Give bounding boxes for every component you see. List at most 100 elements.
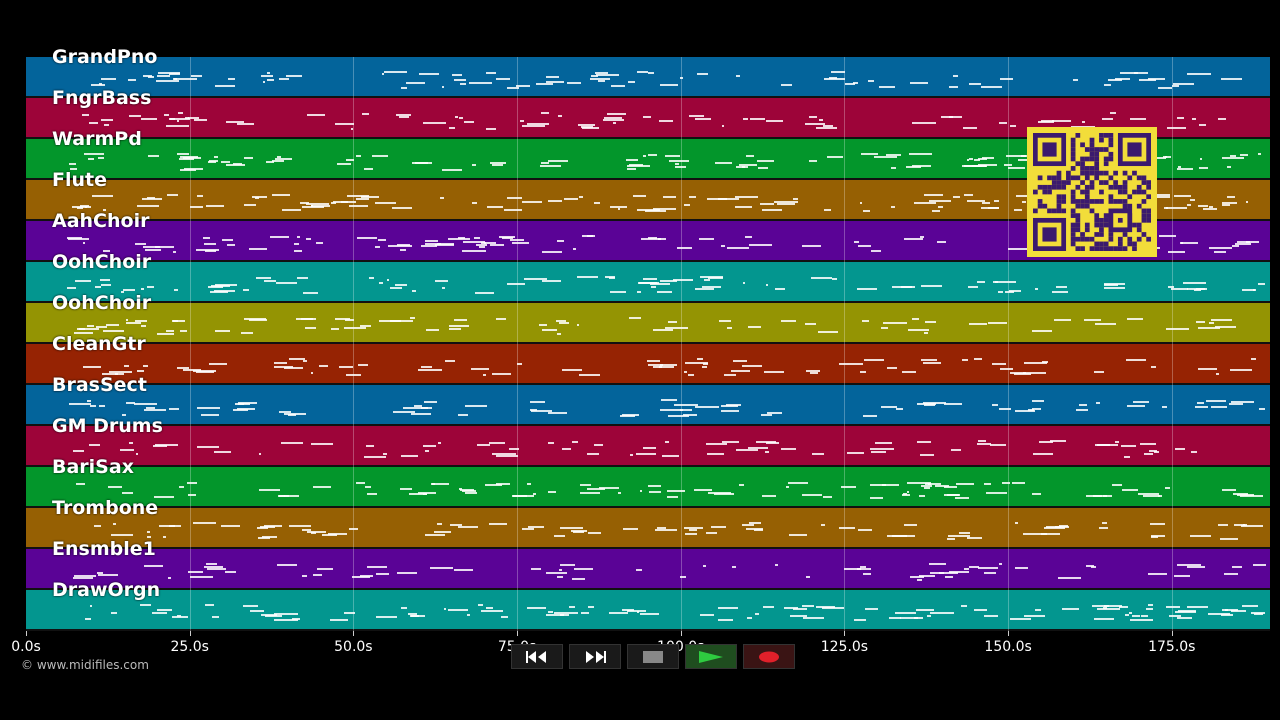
midi-note	[366, 444, 374, 447]
midi-note	[437, 243, 454, 246]
midi-note	[506, 86, 519, 89]
midi-note	[742, 364, 763, 367]
fast-forward-button[interactable]	[569, 644, 621, 669]
track-lane[interactable]	[26, 57, 1270, 97]
midi-note	[260, 613, 277, 616]
midi-note	[204, 243, 216, 246]
tick-mark	[517, 631, 519, 636]
midi-note	[97, 571, 104, 574]
tick-mark	[26, 631, 27, 636]
track-lane[interactable]	[26, 385, 1270, 425]
midi-note	[545, 81, 565, 84]
track-lane[interactable]	[26, 467, 1270, 507]
midi-note	[91, 84, 105, 87]
tick-mark	[844, 631, 846, 636]
time-gridline	[353, 57, 355, 631]
midi-note	[294, 249, 303, 252]
midi-note	[891, 166, 897, 169]
midi-note	[271, 159, 285, 162]
midi-note	[572, 530, 584, 533]
midi-note	[1189, 198, 1195, 201]
midi-note	[409, 614, 419, 617]
midi-note	[142, 246, 160, 249]
midi-note	[420, 366, 433, 369]
midi-note	[994, 200, 1000, 203]
midi-note	[553, 534, 566, 537]
midi-note	[1175, 610, 1196, 613]
midi-note	[702, 565, 707, 568]
midi-note	[1095, 322, 1117, 325]
midi-note	[156, 332, 174, 335]
midi-note	[1097, 607, 1120, 610]
midi-note	[1133, 401, 1149, 403]
midi-note	[1107, 78, 1123, 81]
midi-note	[689, 529, 698, 532]
midi-note	[88, 121, 98, 124]
midi-note	[152, 444, 168, 447]
midi-note	[458, 117, 464, 120]
midi-note	[471, 163, 477, 166]
midi-note	[818, 119, 823, 122]
midi-note	[915, 609, 935, 612]
midi-note	[1104, 282, 1126, 285]
midi-note	[1032, 453, 1054, 456]
piano-roll[interactable]: GrandPno FngrBass WarmPd Flute AahChoir OohCh…	[26, 46, 1270, 631]
midi-note	[650, 286, 656, 289]
midi-note	[581, 125, 594, 128]
midi-note	[906, 166, 921, 169]
midi-note	[638, 281, 658, 284]
midi-note	[822, 125, 834, 128]
record-button[interactable]	[743, 644, 795, 669]
rewind-icon	[526, 650, 546, 663]
midi-note	[87, 324, 94, 327]
midi-note	[969, 323, 988, 326]
midi-note	[658, 238, 667, 240]
track-lane[interactable]	[26, 508, 1270, 548]
midi-note	[1227, 195, 1236, 198]
play-button[interactable]	[685, 644, 737, 669]
midi-note	[147, 536, 152, 539]
track-lane[interactable]	[26, 426, 1270, 466]
midi-note	[1014, 373, 1032, 376]
midi-note	[476, 244, 487, 247]
midi-note	[281, 208, 302, 211]
midi-note	[587, 606, 594, 609]
midi-note	[140, 604, 151, 607]
midi-note	[76, 328, 85, 331]
midi-note	[1023, 615, 1045, 618]
midi-note	[109, 370, 133, 373]
midi-note	[125, 321, 142, 324]
midi-note	[859, 565, 867, 568]
midi-note	[1221, 613, 1233, 616]
track-lane[interactable]	[26, 303, 1270, 343]
track-label: GM Drums	[52, 415, 163, 437]
midi-note	[1191, 451, 1197, 454]
stop-button[interactable]	[627, 644, 679, 669]
track-lane[interactable]	[26, 549, 1270, 589]
midi-note	[205, 204, 224, 207]
midi-note	[922, 401, 947, 404]
qr-code-graphic	[1033, 133, 1151, 251]
midi-note	[539, 324, 547, 327]
midi-note	[420, 406, 432, 409]
midi-note	[870, 451, 887, 454]
track-label: OohChoir	[52, 251, 152, 273]
midi-note	[504, 208, 523, 211]
midi-note	[824, 78, 845, 81]
midi-note	[420, 244, 437, 247]
midi-note	[700, 276, 723, 278]
midi-note	[187, 493, 197, 496]
track-lane[interactable]	[26, 590, 1270, 630]
rewind-button[interactable]	[511, 644, 563, 669]
track-separator	[26, 629, 1270, 631]
midi-note	[857, 529, 872, 532]
midi-note	[736, 165, 745, 168]
qr-code-icon[interactable]	[1027, 127, 1157, 257]
midi-note	[267, 72, 271, 75]
midi-note	[857, 244, 871, 247]
midi-note	[1115, 77, 1131, 80]
midi-note	[684, 533, 698, 536]
midi-note	[165, 124, 190, 127]
midi-note	[699, 614, 714, 617]
midi-note	[491, 163, 503, 166]
